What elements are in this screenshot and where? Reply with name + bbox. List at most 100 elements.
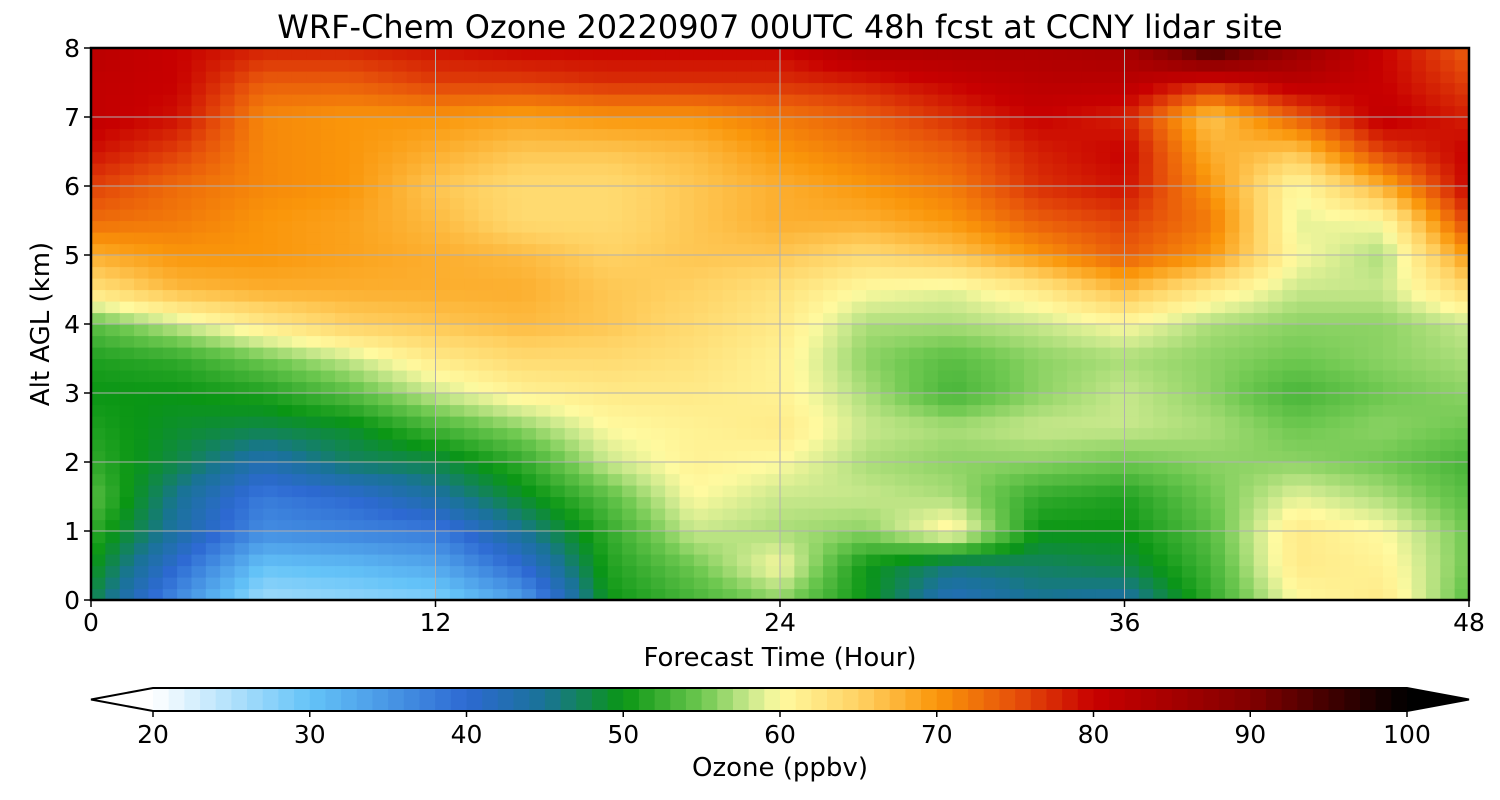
heatmap-cell — [1382, 255, 1398, 268]
heatmap-cell — [636, 416, 652, 429]
heatmap-cell — [134, 163, 150, 176]
heatmap-cell — [521, 462, 537, 475]
heatmap-cell — [1081, 301, 1097, 314]
heatmap-cell — [406, 301, 422, 314]
heatmap-cell — [894, 140, 910, 153]
heatmap-cell — [478, 485, 494, 498]
heatmap-cell — [1268, 404, 1283, 417]
heatmap-cell — [607, 450, 623, 463]
heatmap-cell — [1052, 197, 1068, 210]
heatmap-cell — [736, 427, 752, 440]
heatmap-cell — [722, 209, 738, 222]
heatmap-cell — [205, 588, 221, 600]
colorbar-tick-label: 30 — [294, 720, 326, 749]
heatmap-cell — [406, 519, 422, 532]
heatmap-cell — [1425, 381, 1441, 394]
heatmap-cell — [349, 266, 365, 279]
heatmap-cell — [335, 163, 350, 176]
heatmap-cell — [1038, 450, 1054, 463]
heatmap-cell — [937, 289, 953, 302]
heatmap-cell — [263, 427, 279, 440]
heatmap-cell — [521, 232, 537, 245]
heatmap-cell — [1067, 381, 1083, 394]
heatmap-cell — [1024, 151, 1039, 164]
heatmap-cell — [1038, 48, 1054, 61]
heatmap-cell — [622, 209, 638, 222]
heatmap-cell — [909, 473, 925, 486]
heatmap-cell — [1296, 347, 1312, 360]
heatmap-cell — [363, 82, 379, 95]
heatmap-cell — [851, 404, 867, 417]
heatmap-cell — [177, 416, 193, 429]
heatmap-cell — [335, 117, 350, 130]
heatmap-cell — [866, 542, 882, 555]
heatmap-cell — [636, 542, 652, 555]
colorbar-swatch — [1015, 688, 1032, 711]
heatmap-cell — [349, 565, 365, 578]
heatmap-cell — [1311, 588, 1327, 600]
heatmap-cell — [205, 542, 221, 555]
heatmap-cell — [306, 485, 322, 498]
heatmap-cell — [780, 255, 795, 268]
heatmap-cell — [1138, 588, 1154, 600]
heatmap-cell — [349, 450, 365, 463]
heatmap-cell — [1210, 370, 1226, 383]
heatmap-cell — [363, 209, 379, 222]
heatmap-cell — [1239, 312, 1255, 325]
heatmap-cell — [363, 427, 379, 440]
heatmap-cell — [1311, 278, 1327, 291]
heatmap-cell — [1110, 94, 1126, 107]
heatmap-cell — [363, 577, 379, 590]
heatmap-cell — [234, 163, 250, 176]
heatmap-cell — [119, 82, 135, 95]
heatmap-cell — [205, 289, 221, 302]
heatmap-cell — [1224, 163, 1240, 176]
heatmap-cell — [1239, 404, 1255, 417]
heatmap-cell — [780, 439, 795, 452]
heatmap-cell — [995, 439, 1011, 452]
heatmap-cell — [1210, 289, 1226, 302]
heatmap-cell — [119, 577, 135, 590]
heatmap-cell — [1253, 255, 1269, 268]
heatmap-cell — [665, 335, 681, 348]
heatmap-cell — [780, 485, 795, 498]
heatmap-cell — [1339, 427, 1355, 440]
heatmap-cell — [650, 289, 666, 302]
heatmap-cell — [91, 94, 106, 107]
heatmap-cell — [794, 94, 810, 107]
heatmap-cell — [1425, 508, 1441, 521]
heatmap-cell — [1397, 393, 1413, 406]
heatmap-cell — [392, 151, 408, 164]
heatmap-cell — [780, 94, 795, 107]
heatmap-cell — [406, 358, 422, 371]
heatmap-cell — [406, 450, 422, 463]
heatmap-cell — [335, 347, 350, 360]
heatmap-cell — [923, 450, 939, 463]
heatmap-cell — [650, 427, 666, 440]
heatmap-cell — [866, 59, 882, 72]
heatmap-cell — [1181, 393, 1197, 406]
x-axis-label: Forecast Time (Hour) — [643, 643, 916, 673]
heatmap-cell — [220, 439, 236, 452]
heatmap-cell — [765, 393, 781, 406]
heatmap-cell — [866, 531, 882, 544]
heatmap-cell — [1181, 220, 1197, 233]
heatmap-cell — [134, 174, 150, 187]
colorbar-swatch — [356, 688, 373, 711]
heatmap-cell — [277, 519, 293, 532]
heatmap-cell — [622, 335, 638, 348]
heatmap-cell — [995, 462, 1011, 475]
heatmap-cell — [579, 531, 594, 544]
heatmap-cell — [1397, 174, 1413, 187]
heatmap-cell — [1440, 94, 1456, 107]
heatmap-cell — [1339, 174, 1355, 187]
heatmap-cell — [335, 508, 350, 521]
heatmap-cell — [1181, 197, 1197, 210]
heatmap-cell — [320, 324, 336, 337]
heatmap-cell — [119, 496, 135, 509]
heatmap-cell — [1268, 542, 1283, 555]
heatmap-cell — [421, 220, 437, 233]
heatmap-cell — [1239, 163, 1255, 176]
heatmap-cell — [421, 462, 437, 475]
heatmap-cell — [980, 255, 996, 268]
